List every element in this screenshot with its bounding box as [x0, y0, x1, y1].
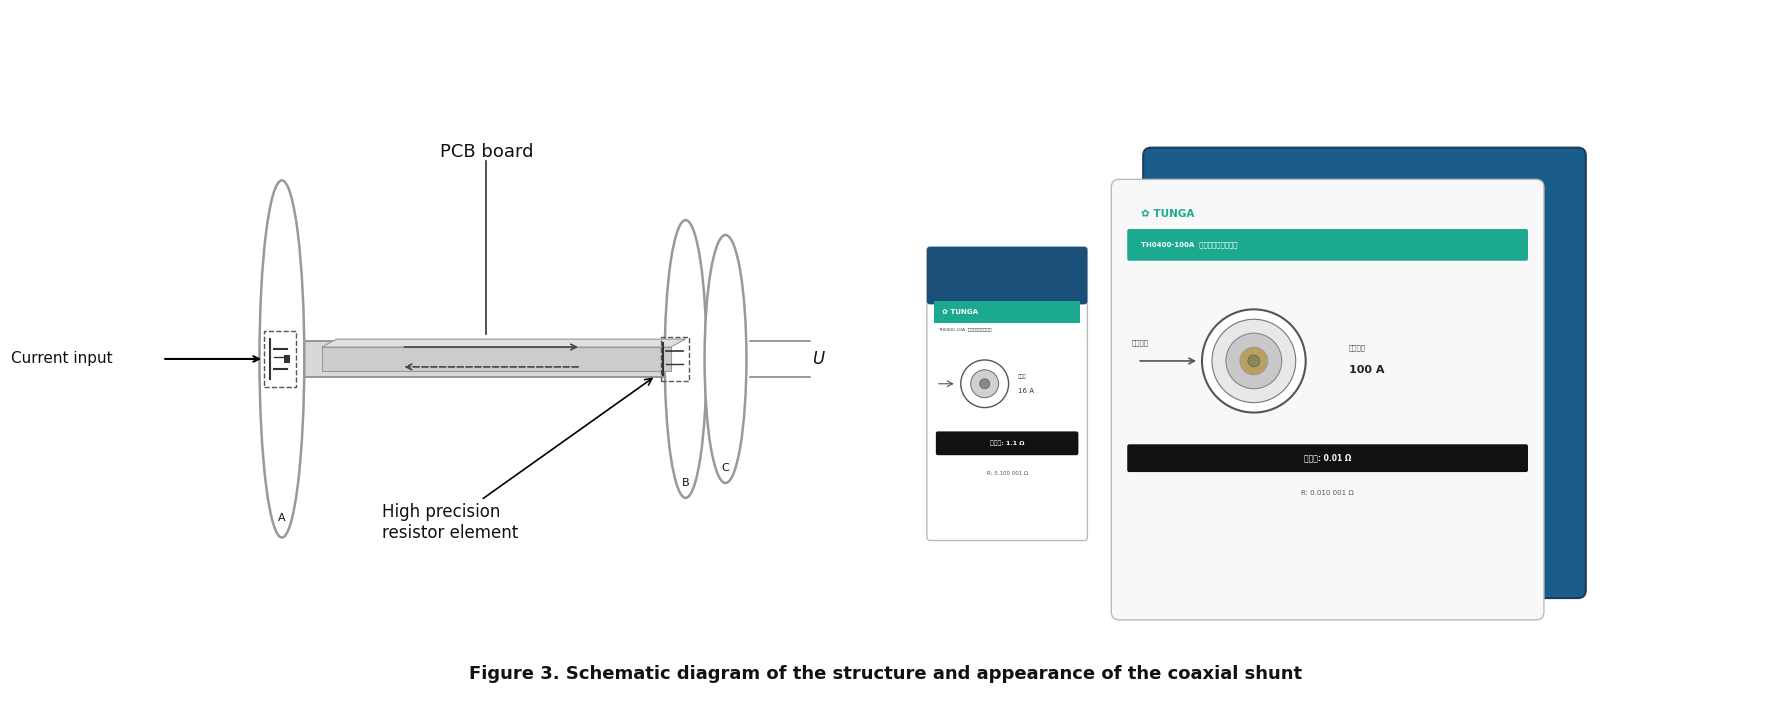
Text: B: B — [682, 478, 689, 488]
FancyBboxPatch shape — [1143, 147, 1586, 598]
Bar — [930, 250, 1084, 301]
Polygon shape — [323, 339, 686, 347]
Text: Figure 3. Schematic diagram of the structure and appearance of the coaxial shunt: Figure 3. Schematic diagram of the struc… — [470, 666, 1302, 683]
Text: ✿ TUNGA: ✿ TUNGA — [1141, 209, 1194, 219]
Text: TH0400-10A  宽带电流测量分流器: TH0400-10A 宽带电流测量分流器 — [937, 328, 991, 331]
Circle shape — [960, 360, 1008, 408]
Ellipse shape — [705, 235, 746, 483]
Text: 额定值: 0.01 Ω: 额定值: 0.01 Ω — [1304, 454, 1352, 463]
FancyBboxPatch shape — [927, 247, 1088, 304]
Text: R: 0.010 001 Ω: R: 0.010 001 Ω — [1301, 490, 1354, 496]
Circle shape — [980, 379, 991, 389]
Bar — [264, 331, 296, 386]
Bar — [282, 341, 721, 376]
Bar — [934, 301, 1081, 323]
Text: C: C — [721, 463, 730, 473]
Text: ✿ TUNGA: ✿ TUNGA — [943, 309, 978, 315]
FancyBboxPatch shape — [936, 431, 1079, 455]
Ellipse shape — [259, 180, 305, 537]
FancyBboxPatch shape — [1127, 445, 1527, 472]
Text: U: U — [812, 350, 824, 368]
Polygon shape — [323, 347, 670, 371]
Circle shape — [1212, 319, 1295, 403]
Circle shape — [1201, 309, 1306, 413]
Text: 额定值: 额定值 — [1017, 374, 1026, 379]
Text: 电流输入: 电流输入 — [1131, 340, 1148, 346]
FancyBboxPatch shape — [1111, 179, 1543, 620]
FancyBboxPatch shape — [927, 247, 1088, 540]
Text: A: A — [278, 513, 285, 523]
Bar — [284, 355, 291, 363]
Text: 100 A: 100 A — [1348, 365, 1384, 375]
Text: High precision
resistor element: High precision resistor element — [381, 379, 652, 542]
Text: 额定值: 1.1 Ω: 额定值: 1.1 Ω — [991, 440, 1024, 446]
Text: 16 A: 16 A — [1017, 388, 1033, 393]
Ellipse shape — [664, 220, 707, 498]
Text: R: 5.100 001 Ω: R: 5.100 001 Ω — [987, 471, 1028, 476]
Text: TH0400-100A  宽带电流测量分流器: TH0400-100A 宽带电流测量分流器 — [1141, 242, 1237, 248]
Text: Current input: Current input — [11, 352, 112, 367]
Bar — [661, 337, 689, 381]
FancyBboxPatch shape — [1127, 229, 1527, 261]
Circle shape — [1240, 347, 1267, 375]
Circle shape — [1226, 333, 1281, 389]
Circle shape — [971, 370, 999, 398]
Circle shape — [1247, 355, 1260, 367]
Text: PCB board: PCB board — [439, 143, 533, 160]
Text: 额定电流: 额定电流 — [1348, 344, 1366, 351]
